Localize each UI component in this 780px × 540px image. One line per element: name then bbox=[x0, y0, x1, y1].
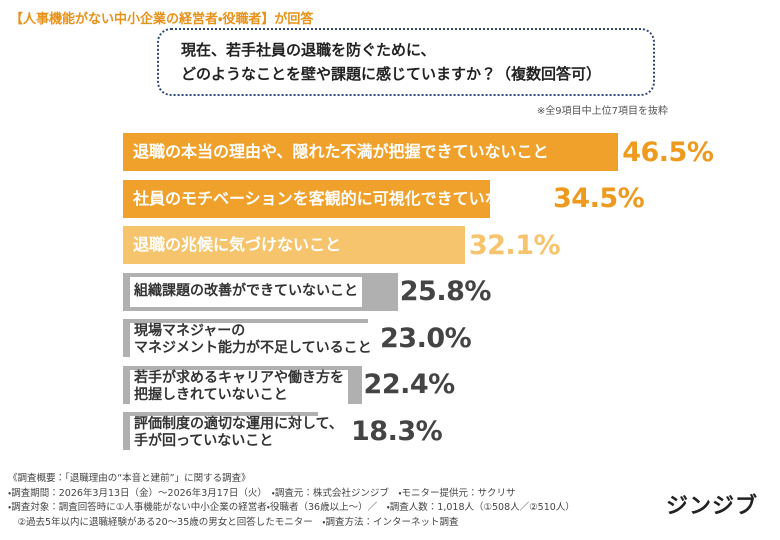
question-box: 現在、若手社員の退職を防ぐために、 どのようなことを壁や課題に感じていますか？（… bbox=[157, 28, 655, 96]
value-label: 34.5% bbox=[553, 183, 645, 214]
title-line: どのようなことを壁や課題に感じていますか？（複数回答可） bbox=[181, 65, 602, 83]
footer: 《調査概要：「退職理由の“本音と建前”」に関する調査》・調査期間：2026年3月… bbox=[8, 472, 575, 530]
category-label: 退職の本当の理由や、隠れた不満が把握できていないこと bbox=[133, 142, 549, 161]
category-label: 社員のモチベーションを客観的に可視化できていないこと bbox=[133, 188, 549, 208]
value-label: 32.1% bbox=[468, 229, 561, 261]
logo: ジンジブ bbox=[665, 494, 758, 519]
category-label: 現場マネジャーの マネジメント能力が不足していること bbox=[130, 323, 376, 357]
subject: 【人事機能がない中小企業の経営者・役職者】が回答 bbox=[10, 12, 314, 27]
title-line: 現在、若手社員の退職を防ぐために、 bbox=[181, 41, 436, 59]
value-label: 22.4% bbox=[363, 369, 456, 400]
value-label: 46.5% bbox=[622, 136, 714, 168]
category-label: 組織課題の改善ができていないこと bbox=[130, 276, 362, 307]
footer-line: ②過去5年以内に退職経験がある20〜35歳の男女と回答したモニター ・調査方法：… bbox=[8, 516, 459, 528]
category-label: 退職の兆候に気づけないこと bbox=[133, 235, 342, 254]
footer-line: 《調査概要：「退職理由の“本音と建前”」に関する調査》 bbox=[8, 473, 251, 484]
note: ※全9項目中上位7項目を抜粋 bbox=[536, 106, 668, 117]
value-label: 18.3% bbox=[351, 415, 443, 447]
bar bbox=[123, 179, 491, 218]
category-label: 評価制度の適切な運用に対して、 手が回っていないこと bbox=[130, 416, 347, 450]
bar bbox=[123, 133, 619, 171]
bar bbox=[123, 226, 465, 264]
chart: 退職の本当の理由や、隠れた不満が把握できていないこと 46.5% 社員のモチベーショ… bbox=[123, 133, 714, 450]
value-label: 25.8% bbox=[399, 276, 492, 307]
category-label: 若手が求めるキャリアや働き方を 把握しきれていないこと bbox=[130, 369, 348, 404]
footer-line: ・調査対象：調査回答時に①人事機能がない中小企業の経営者・役職者（36歳以上〜）… bbox=[8, 502, 575, 513]
value-label: 23.0% bbox=[380, 322, 472, 354]
footer-line: ・調査期間：2026年3月13日（金）〜2026年3月17日（火） ・調査元：株… bbox=[8, 487, 516, 499]
